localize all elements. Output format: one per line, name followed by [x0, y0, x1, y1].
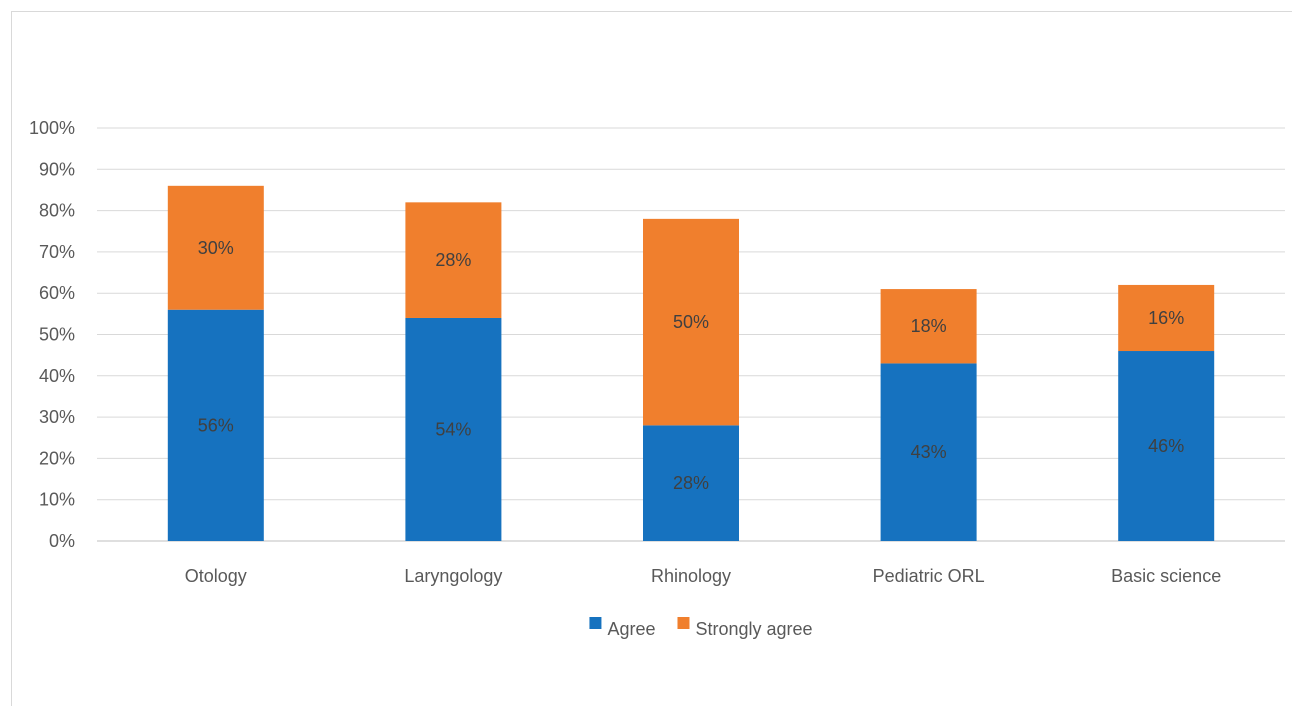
y-tick-label: 90%	[39, 159, 75, 179]
bar-strongly-agree	[167, 185, 264, 310]
data-labels: 56% 30% 54% 28% 28% 50% 43% 18% 46% 16%	[198, 238, 1184, 493]
legend-swatch-strongly-agree	[677, 617, 690, 629]
x-category-label: Otology	[185, 566, 247, 586]
data-label: 43%	[911, 442, 947, 462]
bar-strongly-agree	[405, 202, 502, 318]
x-category-label: Rhinology	[651, 566, 731, 586]
data-label: 28%	[435, 250, 471, 270]
x-category-label: Pediatric ORL	[873, 566, 985, 586]
bar-strongly-agree	[880, 289, 977, 364]
bar-strongly-agree	[643, 218, 739, 426]
y-tick-label: 80%	[39, 201, 75, 221]
bar-agree	[405, 317, 502, 541]
bars	[167, 185, 1215, 541]
x-category-label: Laryngology	[404, 566, 502, 586]
bar-agree	[167, 309, 264, 541]
y-tick-label: 50%	[39, 325, 75, 345]
bar-agree	[643, 425, 739, 541]
legend-label: Strongly agree	[695, 619, 812, 639]
y-tick-label: 40%	[39, 366, 75, 386]
bar-agree	[1118, 351, 1215, 541]
data-label: 28%	[673, 473, 709, 493]
bar-agree	[880, 363, 977, 541]
legend: Agree Strongly agree	[589, 617, 813, 639]
y-tick-label: 20%	[39, 448, 75, 468]
legend-label: Agree	[607, 619, 655, 639]
y-tick-label: 30%	[39, 407, 75, 427]
y-axis-tick-labels: 0% 10% 20% 30% 40% 50% 60% 70% 80% 90% 100%	[29, 118, 75, 551]
x-category-label: Basic science	[1111, 566, 1221, 586]
y-tick-label: 10%	[39, 490, 75, 510]
y-tick-label: 60%	[39, 283, 75, 303]
data-label: 50%	[673, 312, 709, 332]
bar-strongly-agree	[1118, 284, 1215, 352]
y-tick-label: 70%	[39, 242, 75, 262]
data-label: 54%	[435, 419, 471, 439]
legend-swatch-agree	[589, 617, 602, 629]
data-label: 16%	[1148, 308, 1184, 328]
data-label: 46%	[1148, 436, 1184, 456]
y-tick-label: 100%	[29, 118, 75, 138]
data-label: 18%	[911, 316, 947, 336]
y-tick-label: 0%	[49, 531, 75, 551]
data-label: 30%	[198, 238, 234, 258]
x-axis-category-labels: Otology Laryngology Rhinology Pediatric ORL…	[185, 566, 1221, 586]
data-label: 56%	[198, 415, 234, 435]
